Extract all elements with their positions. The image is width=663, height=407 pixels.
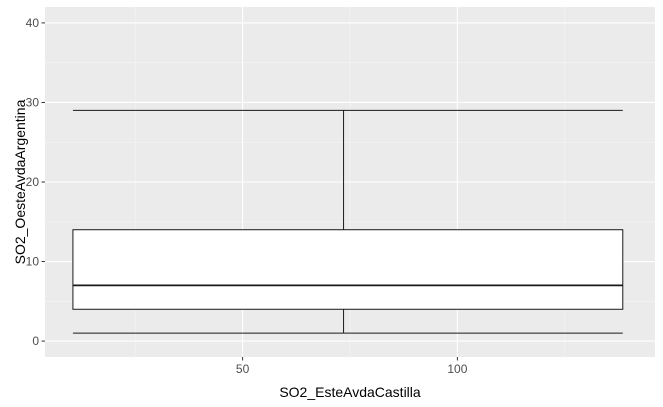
box-iqr [72,229,624,310]
y-axis: 0 10 20 30 40 [26,16,45,348]
x-axis-title: SO2_EsteAvdaCastilla [279,384,421,400]
y-tick-label: 20 [26,175,40,189]
x-tick-label: 100 [447,362,467,376]
y-axis-title: SO2_OesteAvdaArgentina [12,99,28,264]
y-tick-label: 30 [26,95,40,109]
y-tick-label: 10 [26,255,40,269]
x-tick-label: 50 [236,362,250,376]
y-tick-label: 40 [26,16,40,30]
x-axis: 50 100 [236,357,468,376]
box-layer [72,109,624,334]
y-tick-label: 0 [32,334,39,348]
